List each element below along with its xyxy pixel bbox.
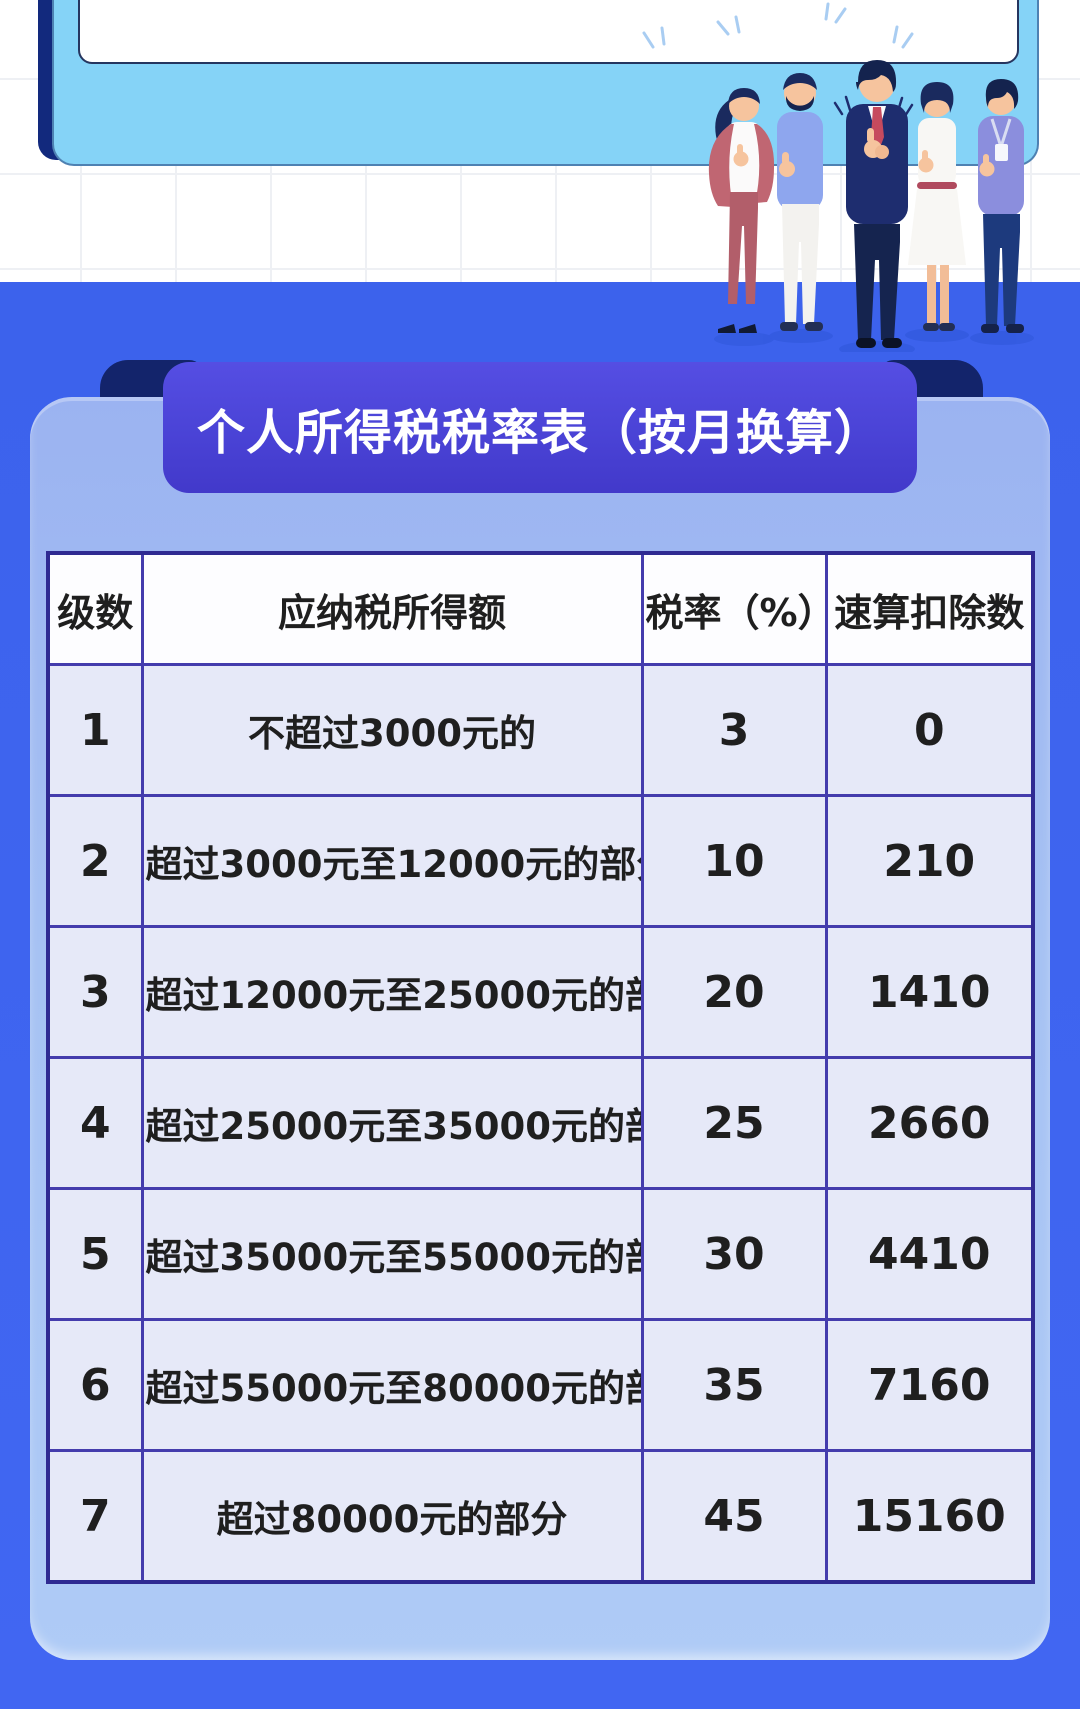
ribbon-banner: 个人所得税税率表（按月换算）: [163, 362, 917, 493]
cell-rate: 20: [640, 925, 828, 1059]
white-banner-card: [78, 0, 1019, 64]
table-row: 6 超过55000元至80000元的部分 35 7160: [46, 1318, 1035, 1452]
cell-deduction: 4410: [824, 1187, 1035, 1321]
cell-rate: 10: [640, 794, 828, 928]
person-suit-man: [833, 60, 914, 348]
person-bearded-man: [777, 73, 823, 331]
people-illustration: [708, 60, 1034, 352]
header-cell-deduction: 速算扣除数: [824, 551, 1035, 666]
cell-level: 4: [46, 1056, 144, 1190]
cell-rate: 45: [640, 1449, 828, 1584]
table-row: 3 超过12000元至25000元的部分 20 1410: [46, 925, 1035, 1059]
table-row: 1 不超过3000元的 3 0: [46, 663, 1035, 797]
person-woman-rose-jacket: [708, 88, 775, 333]
header-cell-level: 级数: [46, 551, 144, 666]
cell-income: 超过35000元至55000元的部分: [140, 1187, 644, 1321]
cell-level: 5: [46, 1187, 144, 1321]
cell-rate: 30: [640, 1187, 828, 1321]
table-header-row: 级数 应纳税所得额 税率（%） 速算扣除数: [46, 551, 1035, 666]
cell-income: 超过12000元至25000元的部分: [140, 925, 644, 1059]
tax-rate-table: 级数 应纳税所得额 税率（%） 速算扣除数 1 不超过3000元的 3 0 2 …: [46, 551, 1035, 1584]
header-cell-rate: 税率（%）: [640, 551, 828, 666]
cell-income: 不超过3000元的: [140, 663, 644, 797]
cell-level: 2: [46, 794, 144, 928]
cell-deduction: 1410: [824, 925, 1035, 1059]
sparkle-burst-icon: [642, 2, 914, 49]
cell-level: 1: [46, 663, 144, 797]
cell-income: 超过55000元至80000元的部分: [140, 1318, 644, 1452]
person-purple-sweater: [978, 79, 1024, 333]
header-cell-income: 应纳税所得额: [140, 551, 644, 666]
table-row: 5 超过35000元至55000元的部分 30 4410: [46, 1187, 1035, 1321]
cell-income: 超过3000元至12000元的部分: [140, 794, 644, 928]
table-row: 2 超过3000元至12000元的部分 10 210: [46, 794, 1035, 928]
cell-level: 3: [46, 925, 144, 1059]
person-nurse: [908, 82, 966, 331]
cell-income: 超过80000元的部分: [140, 1449, 644, 1584]
cell-deduction: 15160: [824, 1449, 1035, 1584]
cell-level: 7: [46, 1449, 144, 1584]
cell-rate: 3: [640, 663, 828, 797]
cell-deduction: 2660: [824, 1056, 1035, 1190]
cell-rate: 35: [640, 1318, 828, 1452]
table-row: 7 超过80000元的部分 45 15160: [46, 1449, 1035, 1584]
cell-deduction: 210: [824, 794, 1035, 928]
table-row: 4 超过25000元至35000元的部分 25 2660: [46, 1056, 1035, 1190]
cell-income: 超过25000元至35000元的部分: [140, 1056, 644, 1190]
cell-deduction: 7160: [824, 1318, 1035, 1452]
cell-rate: 25: [640, 1056, 828, 1190]
cell-level: 6: [46, 1318, 144, 1452]
cell-deduction: 0: [824, 663, 1035, 797]
page-title: 个人所得税税率表（按月换算）: [196, 404, 883, 461]
